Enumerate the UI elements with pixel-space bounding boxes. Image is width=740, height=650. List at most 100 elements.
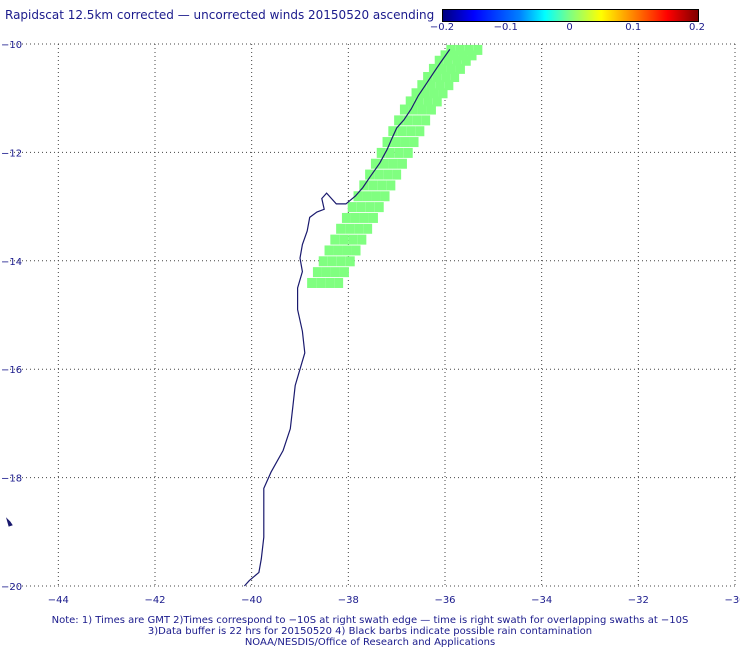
swath-cell-5-0 <box>417 80 427 91</box>
colorbar <box>442 9 699 22</box>
swath-cell-0-1 <box>455 44 465 55</box>
lon-label-7: −30 <box>724 595 740 606</box>
swath-cell-2-2 <box>452 55 462 66</box>
swath-cell-10-3 <box>415 126 425 137</box>
swath-cell-3-1 <box>437 63 447 74</box>
swath-cell-5-2 <box>435 80 445 91</box>
swath-cell-7-1 <box>414 96 424 107</box>
swath-cell-22-3 <box>345 256 355 267</box>
swath-cell-4-1 <box>432 72 442 83</box>
colorbar-tick-1: −0.1 <box>493 22 518 33</box>
swath-cell-13-3 <box>397 158 407 169</box>
swath-cell-4-0 <box>423 72 433 83</box>
lat-label-3: −16 <box>1 365 22 376</box>
swath-cell-21-1 <box>333 245 343 256</box>
swath-cell-1-1 <box>449 50 459 61</box>
swath-cell-11-2 <box>400 137 410 148</box>
swath-cell-21-2 <box>342 245 352 256</box>
swath-cell-0-0 <box>446 44 456 55</box>
swath-cell-2-1 <box>443 55 453 66</box>
lon-label-0: −44 <box>48 595 69 606</box>
swath-cell-23-3 <box>339 267 349 278</box>
swath-cell-9-2 <box>412 115 422 126</box>
swath-cell-15-1 <box>368 180 378 191</box>
swath-cell-3-2 <box>446 63 456 74</box>
swath-cell-8-0 <box>399 104 409 115</box>
swath-cell-6-1 <box>420 88 430 99</box>
footnotes: Note: 1) Times are GMT 2)Times correspon… <box>0 615 740 648</box>
swath-cell-12-3 <box>403 147 413 158</box>
lon-label-5: −34 <box>531 595 552 606</box>
swath-cell-1-3 <box>467 50 477 61</box>
swath-cell-8-1 <box>408 104 418 115</box>
swath-cell-10-2 <box>406 126 416 137</box>
swath-cell-7-2 <box>423 96 433 107</box>
swath-cell-16-2 <box>371 191 381 202</box>
coastline-path <box>243 49 451 587</box>
swath-cell-20-0 <box>330 234 340 245</box>
swath-cell-23-2 <box>330 267 340 278</box>
swath-cell-6-0 <box>411 88 421 99</box>
swath-cell-17-2 <box>365 202 375 213</box>
lon-label-3: −38 <box>338 595 359 606</box>
swath-cell-20-2 <box>348 234 358 245</box>
colorbar-tick-0: −0.2 <box>429 22 455 33</box>
swath-cell-3-3 <box>455 63 465 74</box>
swath-cell-4-3 <box>450 72 460 83</box>
swath-cell-3-0 <box>428 63 438 74</box>
swath-cell-11-0 <box>382 137 392 148</box>
lat-label-4: −18 <box>1 474 22 485</box>
swath-cell-15-3 <box>386 180 396 191</box>
swath-cell-15-2 <box>377 180 387 191</box>
swath-cell-18-2 <box>359 212 369 223</box>
swath-cell-24-1 <box>316 277 326 288</box>
swath-cell-10-1 <box>397 126 407 137</box>
swath-cell-9-3 <box>421 115 431 126</box>
swath-cell-24-3 <box>334 277 344 288</box>
map-plot: −44 −42 −40 −38 −36 −34 −32 −30 −10 −12 −14 −16 −18… <box>1 40 740 606</box>
colorbar-tick-2: 0 <box>566 22 573 33</box>
swath-cell-18-1 <box>350 212 360 223</box>
swath-cell-5-3 <box>444 80 454 91</box>
swath-cell-10-0 <box>388 126 398 137</box>
colorbar-tick-4: 0.2 <box>689 22 705 33</box>
swath-cell-14-1 <box>374 169 384 180</box>
swath-cell-22-1 <box>327 256 337 267</box>
swath-cell-19-2 <box>354 223 364 234</box>
swath-cell-12-1 <box>385 147 395 158</box>
swath-cell-13-0 <box>370 158 380 169</box>
swath-cell-14-2 <box>383 169 393 180</box>
lat-label-0: −10 <box>1 40 22 51</box>
swath-cell-5-1 <box>426 80 436 91</box>
swath-cell-2-0 <box>434 55 444 66</box>
swath-cell-18-3 <box>368 212 378 223</box>
swath-cell-1-2 <box>458 50 468 61</box>
wind-difference-swath <box>307 44 483 288</box>
swath-cell-0-2 <box>464 44 474 55</box>
lat-label-5: −20 <box>1 582 22 593</box>
lon-label-4: −36 <box>434 595 455 606</box>
map-title: Rapidscat 12.5km corrected — uncorrected… <box>5 8 435 22</box>
swath-cell-23-0 <box>312 267 322 278</box>
coastline <box>5 49 451 587</box>
longitude-labels: −44 −42 −40 −38 −36 −34 −32 −30 <box>48 595 740 606</box>
swath-cell-16-0 <box>353 191 363 202</box>
swath-cell-12-2 <box>394 147 404 158</box>
note-line-3: NOAA/NESDIS/Office of Research and Appli… <box>244 637 496 648</box>
swath-cell-4-2 <box>441 72 451 83</box>
swath-cell-12-0 <box>376 147 386 158</box>
lat-label-2: −14 <box>1 257 22 268</box>
lon-label-2: −40 <box>241 595 262 606</box>
swath-cell-6-3 <box>438 88 448 99</box>
swath-cell-17-0 <box>347 202 357 213</box>
swath-cell-7-0 <box>405 96 415 107</box>
swath-cell-16-3 <box>380 191 390 202</box>
lat-label-1: −12 <box>1 148 22 159</box>
swath-cell-19-1 <box>345 223 355 234</box>
swath-cell-9-1 <box>403 115 413 126</box>
swath-cell-17-3 <box>374 202 384 213</box>
colorbar-tick-3: 0.1 <box>625 22 642 33</box>
swath-cell-24-2 <box>325 277 335 288</box>
swath-cell-20-1 <box>339 234 349 245</box>
grid-lines <box>10 43 736 587</box>
